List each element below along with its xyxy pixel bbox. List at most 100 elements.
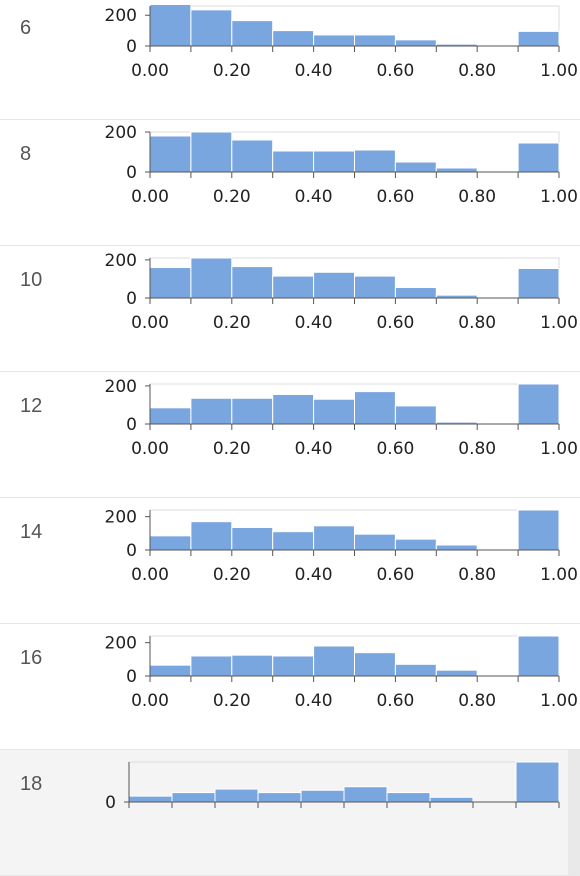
histogram-chart: 200 0 0.00 0.20 0.40 0.60 0.80 1.00 xyxy=(105,251,578,333)
histogram-bar xyxy=(343,786,388,803)
histogram-bar xyxy=(354,149,396,173)
histogram-bar xyxy=(429,796,474,803)
histogram-bar xyxy=(231,397,274,425)
histogram-bar xyxy=(354,391,396,425)
x-tick-label: 0.20 xyxy=(213,61,251,81)
x-tick-label: 0.20 xyxy=(213,187,251,207)
row-label: 6 xyxy=(20,17,32,39)
histogram-bar xyxy=(435,544,478,551)
x-tick-label: 0.00 xyxy=(131,61,169,81)
histogram-bar xyxy=(354,652,396,677)
histogram-row[interactable]: 10 200 0 0.00 0.20 0.40 0.60 0.80 1.00 xyxy=(0,246,580,372)
histogram-bar xyxy=(394,663,437,677)
y-tick-label: 200 xyxy=(105,6,137,26)
x-tick-label: 0.80 xyxy=(458,61,496,81)
histogram-bar xyxy=(313,645,356,677)
x-tick-label: 0.00 xyxy=(131,439,169,459)
histogram-bar xyxy=(354,533,396,551)
histogram-bar xyxy=(517,267,560,299)
x-tick-label: 0.80 xyxy=(458,691,496,711)
histogram-bar xyxy=(394,538,437,551)
x-tick-label: 0.40 xyxy=(295,565,333,585)
x-tick-label: 0.80 xyxy=(458,565,496,585)
histogram-bar xyxy=(190,9,233,47)
histogram-bar xyxy=(354,275,396,299)
y-tick-label: 0 xyxy=(126,415,137,435)
histogram-row[interactable]: 16 200 0 0.00 0.20 0.40 0.60 0.80 1.00 xyxy=(0,624,580,750)
row-label: 18 xyxy=(20,773,43,795)
x-tick-label: 0.60 xyxy=(376,187,414,207)
histogram-bar xyxy=(517,383,560,425)
x-tick-label: 0.80 xyxy=(458,439,496,459)
histogram-row[interactable]: 14 200 0 0.00 0.20 0.40 0.60 0.80 1.00 xyxy=(0,498,580,624)
histogram-bar xyxy=(272,393,315,425)
histogram-bar xyxy=(517,142,560,173)
x-tick-label: 0.40 xyxy=(295,187,333,207)
histogram-chart: 200 0 0.00 0.20 0.40 0.60 0.80 1.00 xyxy=(105,508,578,585)
histogram-bar xyxy=(149,664,192,677)
histogram-bar xyxy=(190,257,233,299)
histogram-bar xyxy=(149,267,192,299)
y-tick-label: 200 xyxy=(105,123,137,143)
x-tick-label: 1.00 xyxy=(540,565,578,585)
histogram-bar xyxy=(435,167,478,173)
x-tick-label: 0.20 xyxy=(213,439,251,459)
histogram-bar xyxy=(313,525,356,551)
x-tick-label: 1.00 xyxy=(540,691,578,711)
histogram-bar xyxy=(517,635,560,677)
y-tick-label: 0 xyxy=(126,163,137,183)
row-label: 8 xyxy=(20,143,32,165)
histogram-bar xyxy=(257,792,302,803)
histogram-bar xyxy=(272,655,315,677)
histogram-bar xyxy=(394,161,437,173)
x-tick-label: 1.00 xyxy=(540,187,578,207)
histogram-bar xyxy=(272,30,315,47)
row-label: 12 xyxy=(20,395,43,417)
histogram-bar xyxy=(300,789,345,803)
histogram-bar xyxy=(149,535,192,551)
x-tick-label: 0.60 xyxy=(376,61,414,81)
histogram-bar xyxy=(149,407,192,425)
histogram-bar xyxy=(394,39,437,47)
y-tick-label: 0 xyxy=(126,667,137,687)
x-tick-label: 0.00 xyxy=(131,313,169,333)
x-tick-label: 0.40 xyxy=(295,61,333,81)
y-tick-label: 200 xyxy=(105,634,137,654)
histogram-bar xyxy=(231,527,274,551)
histogram-bar xyxy=(517,30,560,47)
y-tick-label: 0 xyxy=(126,289,137,309)
histogram-bar xyxy=(190,131,233,173)
histogram-row[interactable]: 6 200 0 0.00 0.20 0.40 0.60 0.80 1.00 xyxy=(0,0,580,120)
histogram-row[interactable]: 18 0 xyxy=(0,750,580,876)
row-label: 10 xyxy=(20,269,43,291)
histogram-bar xyxy=(313,150,356,173)
histogram-chart: 200 0 0.00 0.20 0.40 0.60 0.80 1.00 xyxy=(105,377,578,459)
x-tick-label: 0.40 xyxy=(295,313,333,333)
y-tick-label: 0 xyxy=(126,37,137,57)
histogram-bar xyxy=(231,20,274,47)
x-tick-label: 0.60 xyxy=(376,565,414,585)
histogram-bar xyxy=(313,34,356,47)
histogram-row[interactable]: 8 200 0 0.00 0.20 0.40 0.60 0.80 1.00 xyxy=(0,120,580,246)
x-tick-label: 0.00 xyxy=(131,187,169,207)
y-tick-label: 0 xyxy=(126,541,137,561)
histogram-bar xyxy=(128,795,173,803)
x-tick-label: 0.80 xyxy=(458,187,496,207)
row-label: 14 xyxy=(20,521,43,543)
histogram-chart: 0 xyxy=(105,761,560,813)
histogram-bar xyxy=(517,509,560,551)
histogram-chart: 200 0 0.00 0.20 0.40 0.60 0.80 1.00 xyxy=(105,123,578,207)
row-label: 16 xyxy=(20,647,43,669)
x-tick-label: 0.40 xyxy=(295,439,333,459)
histogram-row[interactable]: 12 200 0 0.00 0.20 0.40 0.60 0.80 1.00 xyxy=(0,372,580,498)
x-tick-label: 0.20 xyxy=(213,565,251,585)
histogram-bar xyxy=(272,150,315,173)
histogram-bar xyxy=(149,135,192,173)
x-tick-label: 0.20 xyxy=(213,313,251,333)
x-tick-label: 1.00 xyxy=(540,313,578,333)
histogram-chart: 200 0 0.00 0.20 0.40 0.60 0.80 1.00 xyxy=(105,3,578,81)
histogram-bar xyxy=(394,405,437,425)
y-tick-label: 200 xyxy=(105,377,137,397)
histogram-bar xyxy=(354,34,396,47)
